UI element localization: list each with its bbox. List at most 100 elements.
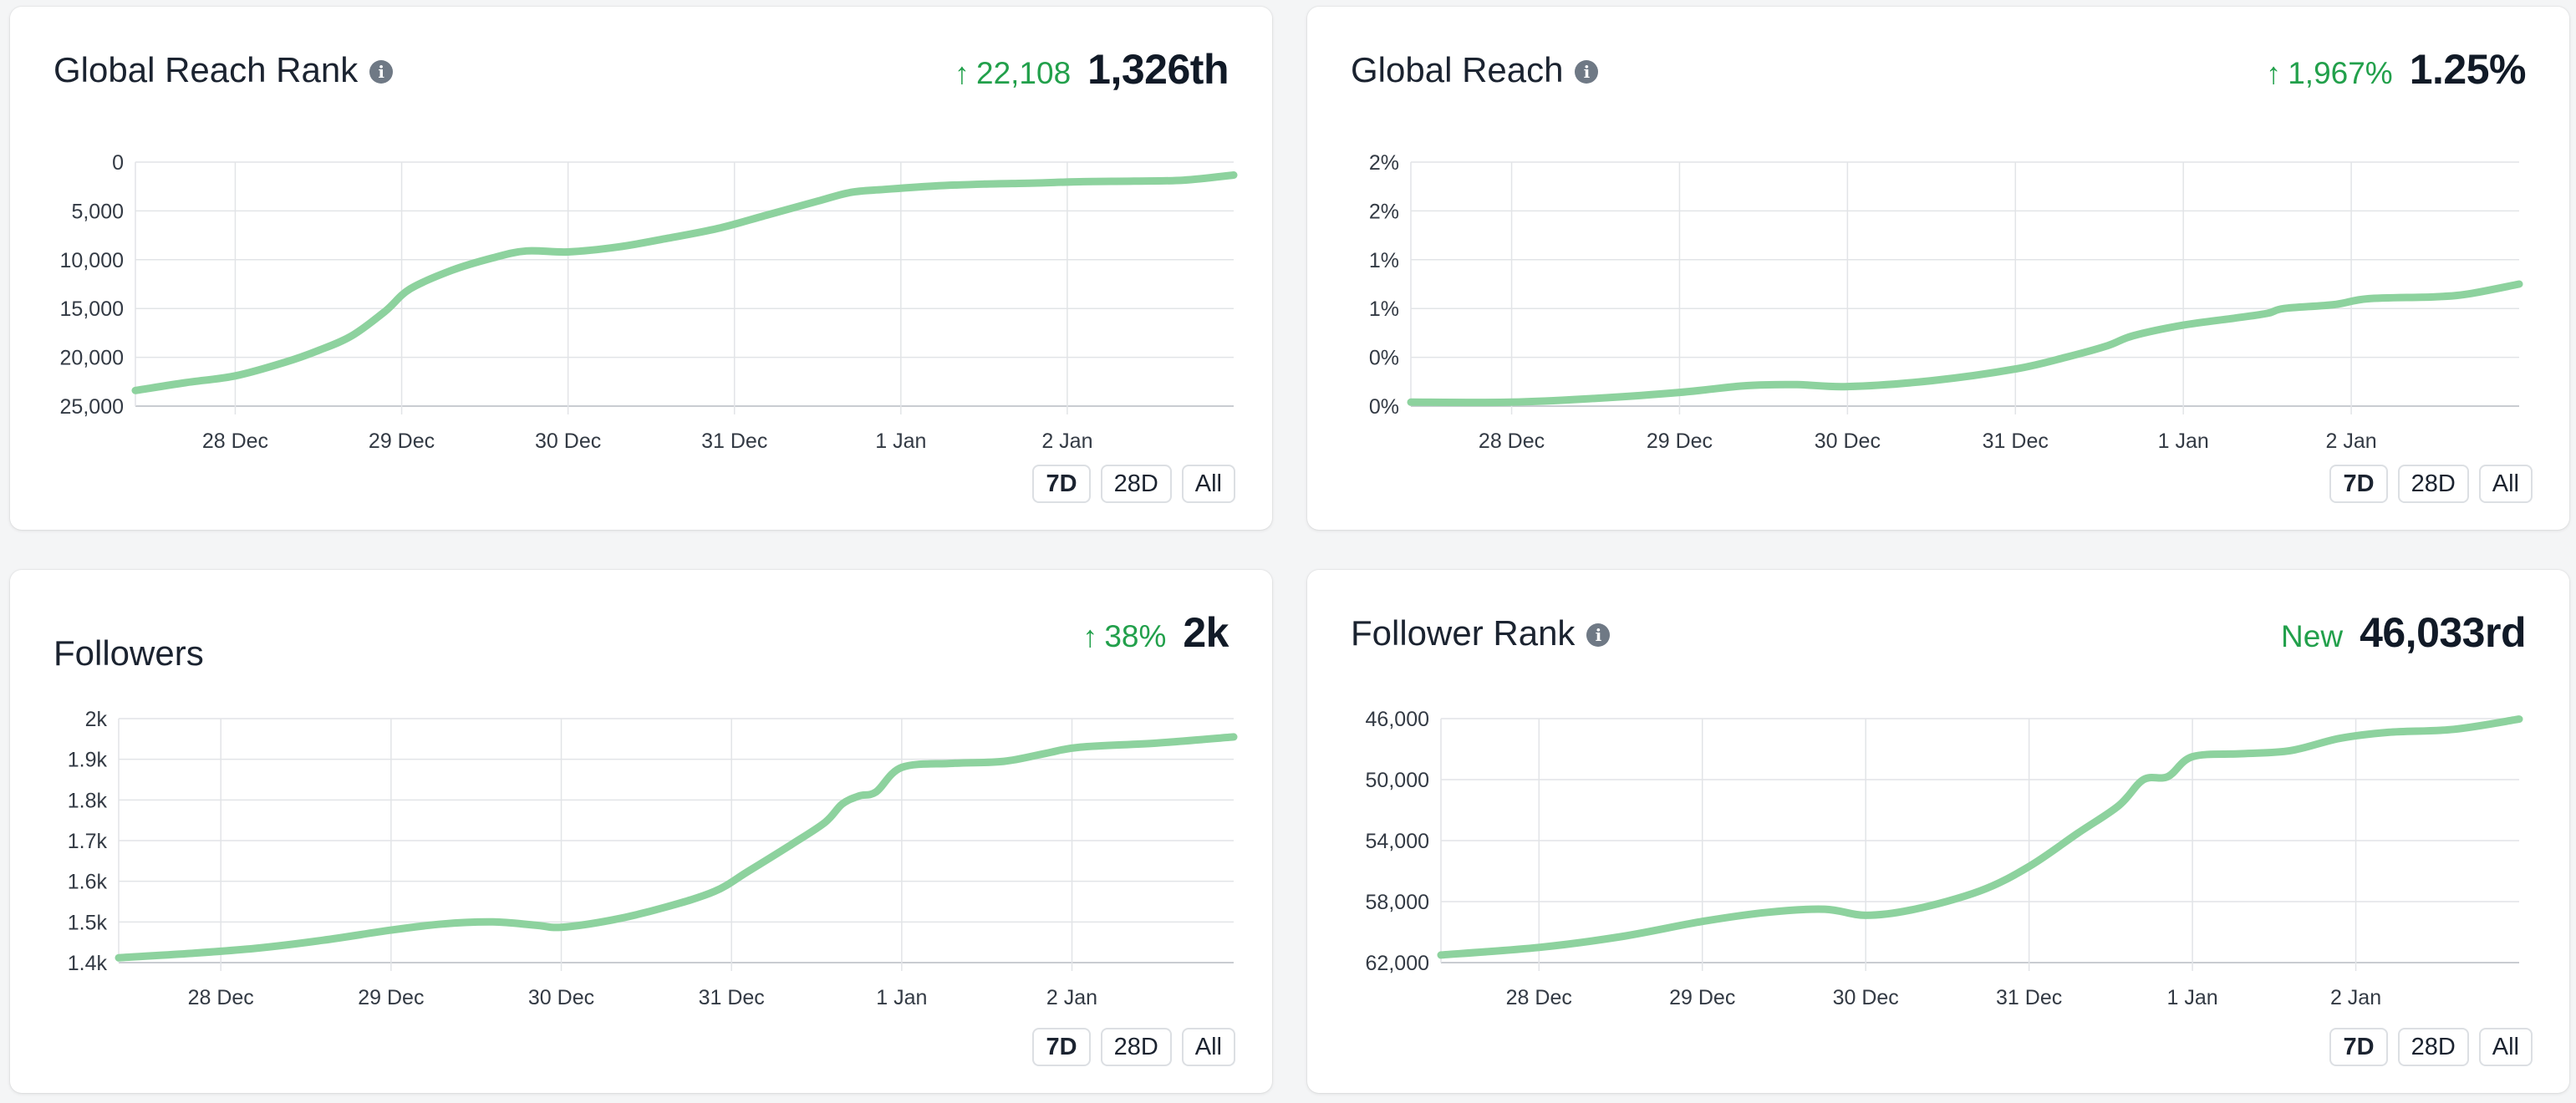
card-title-row: Global Reach Rank i [53, 50, 394, 90]
x-tick-label: 2 Jan [1046, 986, 1097, 1009]
change-indicator: New [2281, 619, 2343, 654]
x-tick-label: 28 Dec [188, 986, 254, 1009]
x-tick-label: 1 Jan [2158, 430, 2209, 453]
arrow-up-icon: ↑ [2266, 56, 2282, 90]
card-title: Follower Rank [1351, 613, 1576, 653]
x-tick-label: 28 Dec [1479, 430, 1545, 453]
y-tick-label: 2% [1369, 151, 1399, 175]
info-icon[interactable]: i [1575, 60, 1599, 84]
y-tick-label: 10,000 [60, 249, 124, 272]
line-chart: 1.4k 1.5k 1.6k 1.7k 1.8k 1.9k 2k 28 Dec 29 Dec 30… [68, 708, 1238, 1009]
y-tick-label: 0% [1369, 347, 1399, 370]
current-value: 1,326th [1087, 46, 1229, 93]
info-icon[interactable]: i [1586, 623, 1611, 647]
range-buttons: 7D 28D All [1032, 1028, 1235, 1066]
change-value: New [2281, 619, 2344, 653]
y-tick-label: 1% [1369, 297, 1399, 321]
y-tick-label: 46,000 [1366, 708, 1429, 731]
current-value: 1.25% [2409, 46, 2527, 93]
range-7d-button[interactable]: 7D [2329, 1028, 2388, 1066]
y-tick-label: 58,000 [1366, 891, 1429, 914]
x-tick-label: 29 Dec [1669, 986, 1735, 1009]
x-tick-label: 1 Jan [2167, 986, 2218, 1009]
x-tick-label: 30 Dec [1833, 986, 1899, 1009]
change-value: 38% [1104, 619, 1167, 653]
range-28d-button[interactable]: 28D [1100, 465, 1172, 503]
card-title: Global Reach [1351, 50, 1564, 89]
follower-rank-card: Follower Rank i New 46,033rd 46,000 50,00… [1307, 570, 2569, 1093]
line-chart: 0 5,000 10,000 15,000 20,000 25,000 28 Dec 29 D… [60, 151, 1238, 453]
change-indicator: ↑ 1,967% [2266, 56, 2393, 91]
arrow-up-icon: ↑ [955, 56, 970, 90]
x-tick-label: 29 Dec [358, 986, 424, 1009]
y-tick-label: 2k [85, 708, 108, 731]
card-title-row: Follower Rank i [1351, 613, 1611, 653]
y-tick-label: 1.7k [68, 830, 108, 853]
info-icon[interactable]: i [369, 60, 394, 84]
series-line [1437, 715, 2523, 959]
y-tick-label: 1.4k [68, 952, 108, 975]
range-all-button[interactable]: All [1181, 465, 1235, 503]
range-all-button[interactable]: All [2478, 1028, 2533, 1066]
global-reach-rank-card: Global Reach Rank i ↑ 22,108 1,326th 0 5,… [10, 7, 1272, 530]
y-tick-label: 54,000 [1366, 830, 1429, 853]
stat-row: New 46,033rd [2281, 608, 2526, 657]
card-title-row: Global Reach i [1351, 50, 1599, 90]
y-tick-label: 1.9k [68, 749, 108, 772]
range-buttons: 7D 28D All [1032, 465, 1235, 503]
y-tick-label: 0% [1369, 395, 1399, 419]
x-tick-label: 1 Jan [876, 986, 927, 1009]
x-tick-label: 28 Dec [1506, 986, 1572, 1009]
y-tick-label: 15,000 [60, 297, 124, 321]
card-title-row: Followers [53, 633, 204, 673]
current-value: 46,033rd [2360, 609, 2526, 656]
y-tick-label: 1.5k [68, 911, 108, 934]
x-tick-label: 1 Jan [875, 430, 926, 453]
y-tick-label: 0 [112, 151, 124, 175]
arrow-up-icon: ↑ [1082, 619, 1098, 653]
x-tick-label: 2 Jan [1041, 430, 1092, 453]
range-all-button[interactable]: All [2478, 465, 2533, 503]
change-indicator: ↑ 22,108 [955, 56, 1071, 91]
x-tick-label: 31 Dec [1996, 986, 2062, 1009]
y-tick-label: 62,000 [1366, 952, 1429, 975]
card-title: Global Reach Rank [53, 50, 359, 89]
x-tick-label: 31 Dec [701, 430, 767, 453]
range-7d-button[interactable]: 7D [2329, 465, 2388, 503]
range-7d-button[interactable]: 7D [1032, 465, 1091, 503]
change-indicator: ↑ 38% [1082, 619, 1166, 654]
x-tick-label: 29 Dec [369, 430, 435, 453]
range-28d-button[interactable]: 28D [2397, 465, 2469, 503]
series-line [131, 171, 1238, 394]
line-chart: 46,000 50,000 54,000 58,000 62,000 28 Dec 29 D… [1366, 708, 2523, 1009]
range-28d-button[interactable]: 28D [1100, 1028, 1172, 1066]
change-value: 1,967% [2288, 56, 2393, 90]
current-value: 2k [1183, 609, 1229, 656]
x-tick-label: 29 Dec [1647, 430, 1713, 453]
x-tick-label: 30 Dec [1815, 430, 1881, 453]
x-tick-label: 31 Dec [1983, 430, 2049, 453]
stat-row: ↑ 38% 2k [1082, 608, 1229, 657]
y-tick-label: 1% [1369, 249, 1399, 272]
range-buttons: 7D 28D All [2329, 465, 2533, 503]
y-tick-label: 5,000 [71, 200, 124, 223]
line-chart: 0% 0% 1% 1% 2% 2% 28 Dec 29 Dec 30 Dec 31 Dec 1 Ja… [1369, 151, 2523, 453]
stat-row: ↑ 1,967% 1.25% [2266, 45, 2526, 94]
range-28d-button[interactable]: 28D [2397, 1028, 2469, 1066]
x-tick-label: 28 Dec [202, 430, 268, 453]
global-reach-card: Global Reach i ↑ 1,967% 1.25% 0% 0% 1% 1% 2%… [1307, 7, 2569, 530]
y-tick-label: 20,000 [60, 347, 124, 370]
y-tick-label: 2% [1369, 200, 1399, 223]
followers-card: Followers ↑ 38% 2k 1.4k 1.5k 1.6k 1.7k 1.8k 1… [10, 570, 1272, 1093]
series-line [1407, 280, 2523, 407]
range-7d-button[interactable]: 7D [1032, 1028, 1091, 1066]
x-tick-label: 30 Dec [528, 986, 594, 1009]
y-tick-label: 1.8k [68, 789, 108, 812]
y-tick-label: 25,000 [60, 395, 124, 419]
x-tick-label: 2 Jan [2330, 986, 2381, 1009]
range-all-button[interactable]: All [1181, 1028, 1235, 1066]
card-title: Followers [53, 633, 204, 673]
change-value: 22,108 [976, 56, 1072, 90]
y-tick-label: 50,000 [1366, 769, 1429, 792]
series-line [115, 733, 1238, 962]
